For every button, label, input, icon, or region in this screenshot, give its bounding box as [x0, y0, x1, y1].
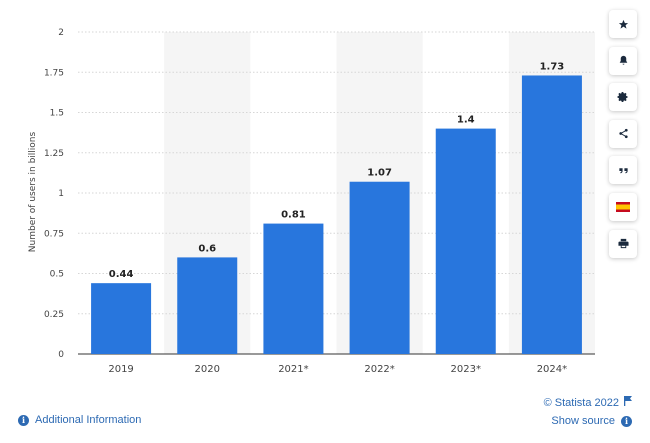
gear-icon	[617, 91, 629, 103]
copyright-label: © Statista 2022	[543, 396, 619, 409]
cite-button[interactable]	[609, 156, 637, 185]
x-tick-label: 2023*	[451, 364, 481, 375]
bar	[177, 257, 238, 354]
x-tick-label: 2022*	[364, 364, 394, 375]
bar	[349, 181, 410, 354]
bar-chart: 0 0.25 0.5 0.75 1 1.25 1.5 1.75 2 0.44 2019 0.6 2020…	[44, 28, 595, 375]
y-tick-label: 0.75	[44, 229, 64, 239]
y-tick-label: 2	[58, 28, 64, 38]
x-tick-label: 2020	[195, 364, 220, 375]
notification-button[interactable]	[609, 46, 637, 75]
y-tick-label: 1	[58, 189, 64, 199]
spain-flag-icon	[616, 201, 630, 212]
quote-icon	[618, 165, 629, 176]
y-tick-label: 1.75	[44, 68, 64, 78]
settings-button[interactable]	[609, 83, 637, 112]
bar	[435, 128, 496, 354]
copyright-link[interactable]: © Statista 2022	[544, 396, 632, 409]
data-label: 1.4	[457, 115, 475, 126]
bar	[91, 283, 152, 354]
data-label: 0.6	[198, 243, 216, 254]
data-label: 0.81	[281, 210, 306, 221]
favorite-button[interactable]	[609, 10, 637, 38]
data-label: 0.44	[109, 269, 134, 280]
star-icon	[618, 19, 629, 30]
additional-information-link[interactable]: i Additional Information	[18, 414, 141, 426]
print-button[interactable]	[609, 229, 637, 258]
show-source-link[interactable]: Show source i	[551, 415, 632, 427]
info-icon: i	[18, 414, 29, 426]
chart-toolbar	[609, 10, 638, 266]
data-label: 1.07	[367, 168, 392, 179]
x-tick-label: 2019	[108, 364, 133, 375]
y-tick-label: 0	[58, 350, 64, 360]
y-axis-label: Number of users in billions	[28, 131, 38, 253]
x-tick-label: 2024*	[537, 364, 567, 375]
x-tick-label: 2021*	[278, 364, 308, 375]
data-label: 1.73	[540, 61, 565, 72]
y-tick-label: 1.5	[50, 109, 64, 119]
additional-information-label: Additional Information	[35, 414, 142, 426]
flag-icon	[624, 396, 632, 409]
bar	[263, 223, 324, 354]
y-tick-label: 1.25	[44, 149, 64, 159]
y-tick-label: 0.25	[44, 310, 64, 320]
share-button[interactable]	[609, 119, 637, 148]
show-source-label: Show source	[551, 415, 615, 427]
language-button[interactable]	[609, 192, 637, 221]
info-icon: i	[621, 415, 632, 427]
print-icon	[617, 238, 629, 249]
bar	[521, 75, 582, 354]
y-tick-label: 0.5	[50, 270, 64, 280]
share-icon	[618, 128, 629, 139]
bell-icon	[618, 55, 629, 66]
